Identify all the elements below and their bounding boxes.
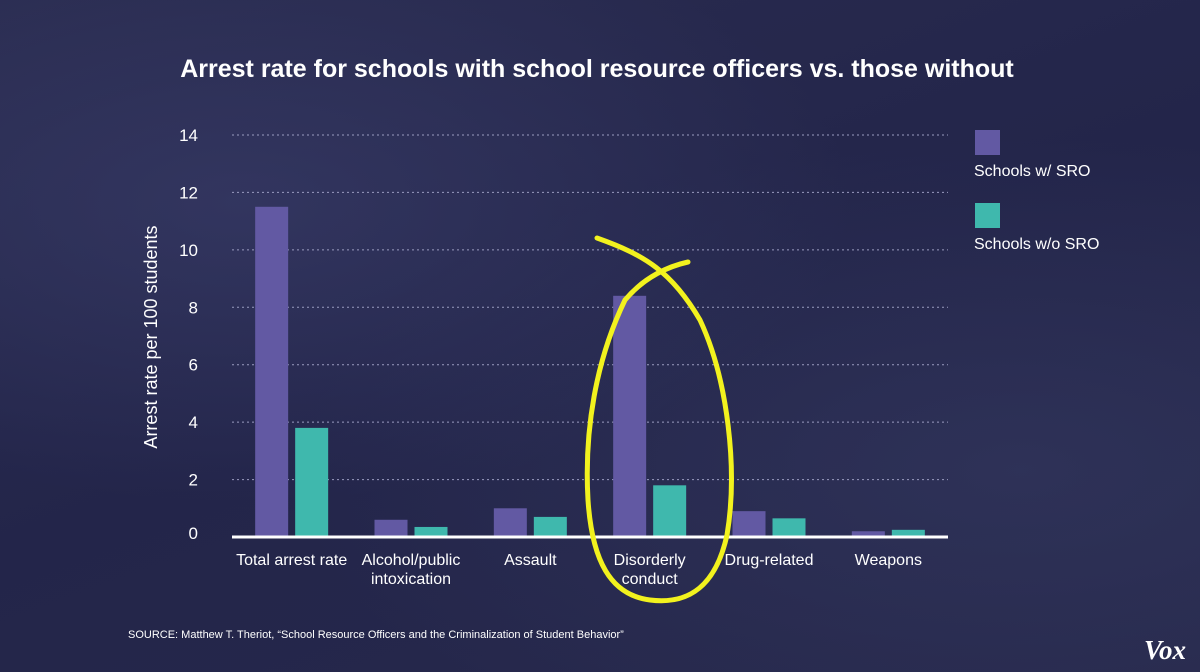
bar-with-sro	[493, 508, 527, 537]
y-tick-label: 8	[189, 298, 198, 317]
y-tick-label: 10	[179, 241, 198, 260]
bar-without-sro	[653, 485, 687, 537]
category-labels: Total arrest rate Alcohol/public intoxicat…	[236, 552, 922, 588]
y-axis-ticks: 0 2 4 6 8 10 12 14	[179, 126, 198, 543]
bar-with-sro	[851, 531, 885, 537]
y-tick-label: 6	[189, 356, 198, 375]
category-label: Assault	[504, 552, 557, 569]
legend-swatch	[975, 130, 1000, 155]
bar-with-sro	[255, 206, 289, 538]
highlight-loop	[584, 235, 734, 604]
category-label: Total arrest rate	[236, 552, 347, 569]
highlight-annotation	[584, 235, 734, 604]
category-label: Weapons	[855, 552, 922, 569]
bar-with-sro	[613, 295, 647, 537]
vox-logo: Vox	[1144, 635, 1186, 665]
bar-with-sro	[374, 519, 408, 537]
bar-without-sro	[533, 516, 567, 537]
bar-without-sro	[295, 427, 329, 537]
legend-swatch	[975, 203, 1000, 228]
source-note: SOURCE: Matthew T. Theriot, “School Reso…	[128, 629, 624, 641]
bar-without-sro	[414, 526, 448, 537]
legend-label: Schools w/o SRO	[974, 236, 1099, 253]
category-label: Disorderly conduct	[614, 552, 686, 588]
chart-title: Arrest rate for schools with school reso…	[180, 55, 1014, 83]
bar-without-sro	[891, 529, 925, 537]
bar-with-sro	[732, 511, 766, 537]
y-tick-label: 4	[189, 413, 198, 432]
gridlines	[232, 134, 948, 481]
bar-without-sro	[772, 518, 806, 537]
category-label: Alcohol/public intoxication	[362, 552, 461, 588]
legend-label: Schools w/ SRO	[974, 163, 1090, 180]
bars	[255, 206, 925, 538]
y-tick-label: 2	[189, 471, 198, 490]
y-tick-label: 14	[179, 126, 198, 145]
y-axis-label: Arrest rate per 100 students	[141, 225, 161, 448]
y-tick-label: 12	[179, 183, 198, 202]
legend: Schools w/ SRO Schools w/o SRO	[974, 130, 1099, 253]
category-label: Drug-related	[725, 552, 814, 569]
y-tick-label: 0	[189, 524, 198, 543]
